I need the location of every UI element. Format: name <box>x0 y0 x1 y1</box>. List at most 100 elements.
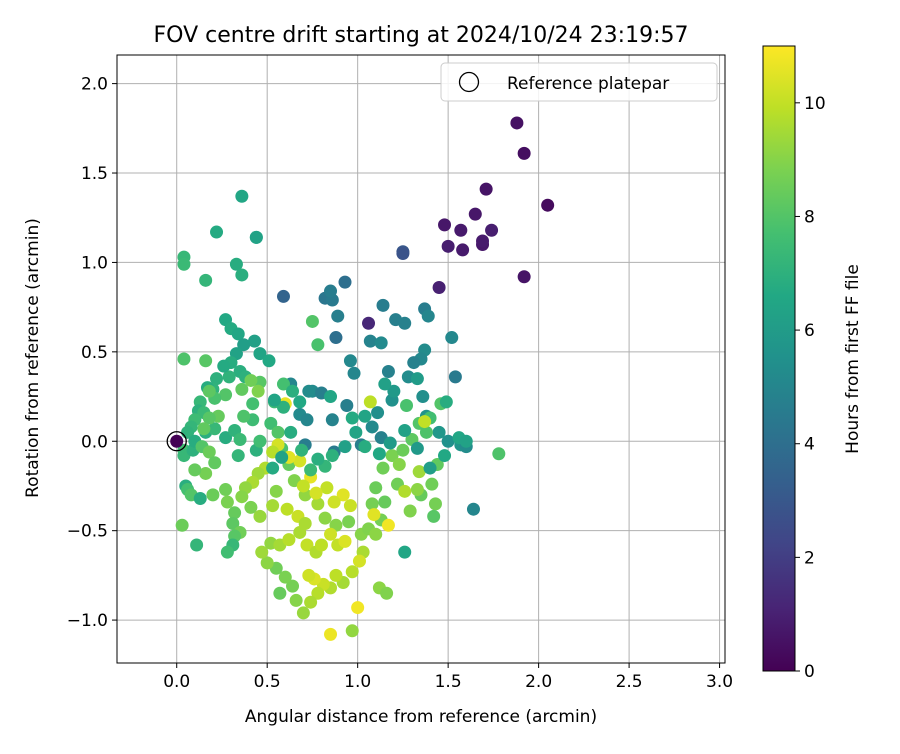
data-point <box>324 627 338 641</box>
data-point <box>376 298 390 312</box>
data-point <box>235 189 249 203</box>
data-point <box>363 395 377 409</box>
data-point <box>365 497 379 511</box>
data-point <box>311 497 325 511</box>
reference-point-fill <box>170 434 184 448</box>
colorbar-label: Hours from first FF file <box>843 264 863 454</box>
data-point <box>448 370 462 384</box>
legend-label: Reference platepar <box>507 74 669 94</box>
colorbar-tick-label: 8 <box>804 207 815 227</box>
data-point <box>371 406 385 420</box>
data-point <box>302 384 316 398</box>
data-point <box>190 538 204 552</box>
data-point <box>327 495 341 509</box>
data-point <box>235 382 249 396</box>
data-point <box>398 316 412 330</box>
data-point <box>235 268 249 282</box>
y-tick-label: 1.5 <box>81 164 108 184</box>
data-point <box>231 327 245 341</box>
data-point <box>320 481 334 495</box>
data-point <box>358 440 372 454</box>
data-point <box>428 497 442 511</box>
data-point <box>325 413 339 427</box>
data-point <box>253 509 267 523</box>
data-point <box>419 425 433 439</box>
x-tick-label: 2.5 <box>616 672 643 692</box>
data-point <box>324 284 338 298</box>
data-point <box>262 354 276 368</box>
data-point <box>340 398 354 412</box>
data-point <box>331 309 345 323</box>
data-point <box>248 334 262 348</box>
data-point <box>378 495 392 509</box>
data-point <box>266 461 280 475</box>
data-point <box>199 354 213 368</box>
data-point <box>374 336 388 350</box>
data-point <box>244 373 258 387</box>
colorbar-tick-label: 4 <box>804 435 815 455</box>
data-point <box>412 465 426 479</box>
y-tick-label: 1.0 <box>81 253 108 273</box>
data-point <box>296 606 310 620</box>
data-point <box>343 354 357 368</box>
legend-box <box>440 62 718 102</box>
data-points <box>175 116 555 641</box>
data-point <box>208 456 222 470</box>
data-point <box>175 518 189 532</box>
data-point <box>226 517 240 531</box>
data-point <box>304 463 318 477</box>
data-point <box>295 443 309 457</box>
data-point <box>345 411 359 425</box>
data-point <box>318 511 332 525</box>
colorbar-gradient <box>762 45 796 672</box>
data-point <box>273 586 287 600</box>
data-point <box>229 257 243 271</box>
data-point <box>329 568 343 582</box>
data-point <box>378 377 392 391</box>
data-point <box>459 434 473 448</box>
data-point <box>309 486 323 500</box>
data-point <box>298 517 312 531</box>
x-tick-label: 1.0 <box>344 672 371 692</box>
data-point <box>425 477 439 491</box>
data-point <box>264 416 278 430</box>
data-point <box>369 527 383 541</box>
data-point <box>253 347 267 361</box>
y-tick-label: −0.5 <box>67 522 108 542</box>
data-point <box>398 545 412 559</box>
data-point <box>421 309 435 323</box>
data-point <box>210 225 224 239</box>
data-point <box>255 545 269 559</box>
data-point <box>541 198 555 212</box>
data-point <box>363 334 377 348</box>
data-point <box>276 377 290 391</box>
data-point <box>311 452 325 466</box>
data-point <box>188 463 202 477</box>
data-point <box>345 565 359 579</box>
data-point <box>466 502 480 516</box>
data-point <box>338 534 352 548</box>
data-point <box>383 436 397 450</box>
data-point <box>300 413 314 427</box>
data-point <box>517 270 531 284</box>
data-point <box>343 499 357 513</box>
data-point <box>219 431 233 445</box>
legend-marker <box>458 71 480 93</box>
data-point <box>342 515 356 529</box>
data-point <box>251 384 265 398</box>
data-point <box>260 556 274 570</box>
x-tick-label: 2.0 <box>525 672 552 692</box>
data-point <box>304 595 318 609</box>
data-point <box>269 484 283 498</box>
data-point <box>208 422 222 436</box>
data-point <box>271 425 285 439</box>
data-point <box>284 425 298 439</box>
reference-platepar-marker <box>166 431 187 452</box>
data-point <box>222 370 236 384</box>
data-point <box>381 365 395 379</box>
x-tick-label: 3.0 <box>706 672 733 692</box>
x-tick-label: 0.0 <box>163 672 190 692</box>
y-tick-label: 0.5 <box>81 343 108 363</box>
data-point <box>392 458 406 472</box>
